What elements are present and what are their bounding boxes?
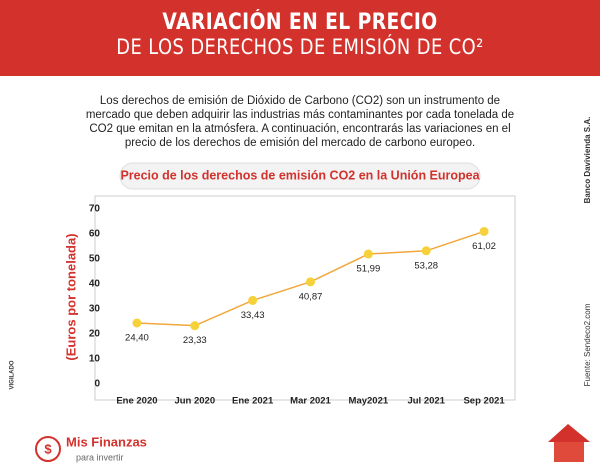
y-tick-label: 0 xyxy=(94,379,100,390)
x-tick-label: Ene 2020 xyxy=(116,396,157,407)
y-tick-label: 50 xyxy=(89,254,101,265)
brand-tagline: para invertir xyxy=(76,452,124,462)
x-tick-label: Mar 2021 xyxy=(290,396,331,407)
y-tick-label: 60 xyxy=(89,229,101,240)
data-point xyxy=(190,321,200,331)
data-label: 23,33 xyxy=(183,335,207,346)
title-pill xyxy=(119,162,481,190)
header-subtitle: DE LOS DERECHOS DE EMISIÓN DE CO² xyxy=(116,35,484,59)
y-tick-label: 40 xyxy=(89,279,101,290)
data-point xyxy=(306,277,315,287)
data-label: 24,40 xyxy=(125,333,149,344)
data-label: 51,99 xyxy=(356,264,380,275)
data-point xyxy=(248,295,258,305)
chart-title: Precio de los derechos de emisión CO2 en… xyxy=(120,168,480,182)
house-logo xyxy=(548,424,590,442)
data-point xyxy=(479,226,489,236)
plot-frame xyxy=(94,195,516,401)
x-tick-label: Jul 2021 xyxy=(407,396,445,407)
y-tick-label: 70 xyxy=(89,204,101,215)
y-tick-label: 30 xyxy=(89,304,101,315)
x-tick-label: Sep 2021 xyxy=(463,396,505,407)
x-tick-label: Ene 2021 xyxy=(232,396,274,407)
data-point xyxy=(132,318,142,328)
x-tick-label: May2021 xyxy=(349,396,389,407)
y-tick-label: 10 xyxy=(89,354,101,365)
data-point xyxy=(421,246,431,256)
data-label: 40,87 xyxy=(299,291,323,302)
company-label: Banco Davivienda S.A. xyxy=(583,117,592,204)
intro-text: Los derechos de emisión de Dióxido de Ca… xyxy=(85,95,515,149)
header-title: VARIACIÓN EN EL PRECIO xyxy=(162,10,438,35)
brand-icon xyxy=(35,436,61,462)
data-label: 33,43 xyxy=(241,310,265,321)
house-logo-body xyxy=(554,442,584,462)
data-point xyxy=(363,249,373,259)
data-label: 61,02 xyxy=(472,241,496,252)
brand-icon-symbol: $ xyxy=(44,441,52,456)
y-axis-label: (Euros por tonelada) xyxy=(63,233,78,360)
vigilado-label: VIGILADO xyxy=(10,360,16,389)
source-label: Fuente: Sendeco2.com xyxy=(583,303,592,386)
y-tick-label: 20 xyxy=(89,329,101,340)
header: VARIACIÓN EN EL PRECIO DE LOS DERECHOS D… xyxy=(0,0,600,76)
x-tick-label: Jun 2020 xyxy=(174,396,215,407)
data-label: 53,28 xyxy=(414,260,438,271)
brand-name: Mis Finanzas xyxy=(66,434,147,449)
